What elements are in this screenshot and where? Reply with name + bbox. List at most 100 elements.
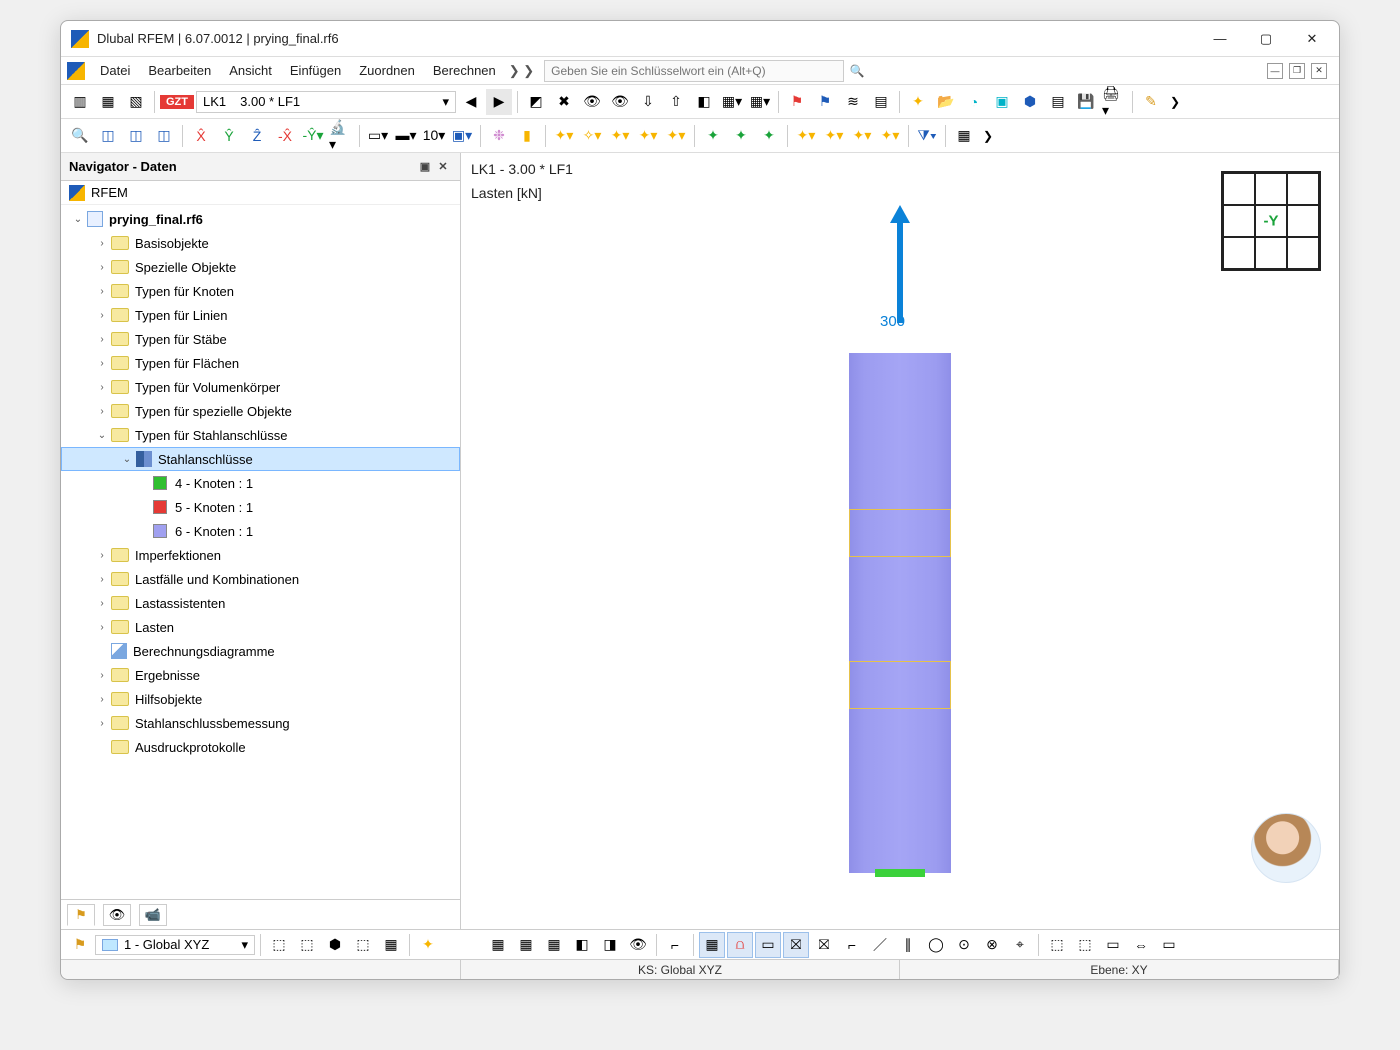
navigator-tab-data[interactable]: ⚑ [67, 904, 95, 926]
bt-snap-rect-icon[interactable]: ▭ [755, 932, 781, 958]
tb1-btn-f[interactable]: ⇧ [663, 89, 689, 115]
mdi-close-icon[interactable]: ✕ [1311, 63, 1327, 79]
tb1-print-icon[interactable]: 🖨▾ [1101, 89, 1127, 115]
tb1-btn-2[interactable]: ▦ [95, 89, 121, 115]
bt-snap-k[interactable]: ▭ [1100, 932, 1126, 958]
search-input[interactable] [544, 60, 844, 82]
tb1-btn-k[interactable]: ⚑ [812, 89, 838, 115]
tb2-star-1-icon[interactable]: ✦▾ [551, 123, 577, 149]
tree-group[interactable]: ›Typen für Linien [61, 303, 460, 327]
tb2-cube-icon-3[interactable]: ◫ [151, 123, 177, 149]
navigator-tab-display[interactable]: 👁 [103, 904, 131, 926]
menu-berechnen[interactable]: Berechnen [424, 61, 505, 80]
bt-btn-2[interactable]: ⬚ [294, 932, 320, 958]
menu-datei[interactable]: Datei [91, 61, 139, 80]
tb2-star-5-icon[interactable]: ✦▾ [663, 123, 689, 149]
tb2-star-4-icon[interactable]: ✦▾ [635, 123, 661, 149]
tb1-btn-v[interactable]: ✎ [1138, 89, 1164, 115]
tb1-btn-c[interactable]: 👁 [579, 89, 605, 115]
bt-snap-c[interactable]: ／ [867, 932, 893, 958]
navigator-root[interactable]: RFEM [61, 181, 460, 205]
tb2-star-8-icon[interactable]: ✦ [756, 123, 782, 149]
bt-snap-f[interactable]: ⊙ [951, 932, 977, 958]
bt-flag-icon[interactable]: ⚑ [67, 932, 93, 958]
tree-file-row[interactable]: ⌄ prying_final.rf6 [61, 207, 460, 231]
menu-zuordnen[interactable]: Zuordnen [350, 61, 424, 80]
tb1-btn-d[interactable]: 👁 [607, 89, 633, 115]
tb2-axis-z-icon[interactable]: Ẑ [244, 123, 270, 149]
tree-group[interactable]: ›Typen für Knoten [61, 279, 460, 303]
view-cube[interactable]: -Y [1221, 171, 1321, 271]
tb1-btn-1[interactable]: ▥ [67, 89, 93, 115]
tb1-btn-h[interactable]: ▦▾ [719, 89, 745, 115]
menu-overflow[interactable]: ❯ ❯ [505, 63, 538, 79]
tree-connection-item[interactable]: 5 - Knoten : 1 [61, 495, 460, 519]
tb1-btn-p[interactable]: ◔ [961, 89, 987, 115]
bt-btn-13[interactable]: ⌐ [662, 932, 688, 958]
tb1-btn-n[interactable]: ✦ [905, 89, 931, 115]
tree-item-diagrams[interactable]: › Berechnungsdiagramme [61, 639, 460, 663]
tb1-btn-l[interactable]: ≋ [840, 89, 866, 115]
tb1-btn-e[interactable]: ⇩ [635, 89, 661, 115]
bt-btn-5[interactable]: ▦ [378, 932, 404, 958]
tree-group[interactable]: ›Typen für Volumenkörper [61, 375, 460, 399]
close-button[interactable]: ✕ [1289, 23, 1335, 55]
tree-connection-item[interactable]: 6 - Knoten : 1 [61, 519, 460, 543]
tb1-btn-i[interactable]: ▦▾ [747, 89, 773, 115]
tb2-btn-b[interactable]: ▬▾ [393, 123, 419, 149]
bt-snap-e[interactable]: ◯ [923, 932, 949, 958]
tree-group[interactable]: ›Typen für spezielle Objekte [61, 399, 460, 423]
tb2-star-6-icon[interactable]: ✦ [700, 123, 726, 149]
tb2-btn-a[interactable]: ▭▾ [365, 123, 391, 149]
bt-snap-i[interactable]: ⬚ [1044, 932, 1070, 958]
tree-group[interactable]: ›Stahlanschlussbemessung [61, 711, 460, 735]
tb1-btn-b[interactable]: ✖ [551, 89, 577, 115]
bt-snap-h[interactable]: ⌖ [1007, 932, 1033, 958]
bt-snap-j[interactable]: ⬚ [1072, 932, 1098, 958]
tree-connection-item[interactable]: 4 - Knoten : 1 [61, 471, 460, 495]
loadcase-prev-button[interactable]: ◀ [458, 89, 484, 115]
bt-btn-10[interactable]: ◧ [569, 932, 595, 958]
tree-group[interactable]: ›Lastassistenten [61, 591, 460, 615]
tb2-microscope-icon[interactable]: 🔬▾ [328, 123, 354, 149]
tree-group[interactable]: ›Basisobjekte [61, 231, 460, 255]
navigator-dock-button[interactable]: ▣ [416, 158, 434, 176]
tree-group[interactable]: ›Ausdruckprotokolle [61, 735, 460, 759]
loadcase-next-button[interactable]: ▶ [486, 89, 512, 115]
tb2-cube-icon-1[interactable]: ◫ [95, 123, 121, 149]
menu-einfuegen[interactable]: Einfügen [281, 61, 350, 80]
tb2-zoom-icon[interactable]: 🔍 [67, 123, 93, 149]
tb1-btn-j[interactable]: ⚑ [784, 89, 810, 115]
tb1-btn-g[interactable]: ◧ [691, 89, 717, 115]
menu-bearbeiten[interactable]: Bearbeiten [139, 61, 220, 80]
tree-group[interactable]: ›Spezielle Objekte [61, 255, 460, 279]
search-icon[interactable]: 🔍 [844, 58, 870, 84]
tb1-btn-s[interactable]: ▤ [1045, 89, 1071, 115]
tb1-open-icon[interactable]: 📂 [933, 89, 959, 115]
tb1-btn-q[interactable]: ▣ [989, 89, 1015, 115]
tb2-star-12-icon[interactable]: ✦▾ [877, 123, 903, 149]
tb1-btn-r[interactable]: ⬢ [1017, 89, 1043, 115]
tb2-btn-e[interactable]: ❉ [486, 123, 512, 149]
tb2-btn-c[interactable]: 10▾ [421, 123, 447, 149]
tb2-axis-x-icon[interactable]: X̂ [188, 123, 214, 149]
tree-group[interactable]: ›Ergebnisse [61, 663, 460, 687]
tb2-star-3-icon[interactable]: ✦▾ [607, 123, 633, 149]
viewport[interactable]: LK1 - 3.00 * LF1 Lasten [kN] 300 -Y [461, 153, 1339, 929]
bt-snap-d[interactable]: ∥ [895, 932, 921, 958]
tb2-star-11-icon[interactable]: ✦▾ [849, 123, 875, 149]
tree-group-steel[interactable]: ⌄ Typen für Stahlanschlüsse [61, 423, 460, 447]
tree-group[interactable]: ›Typen für Stäbe [61, 327, 460, 351]
bt-btn-4[interactable]: ⬚ [350, 932, 376, 958]
bt-btn-11[interactable]: ◨ [597, 932, 623, 958]
tb2-star-7-icon[interactable]: ✦ [728, 123, 754, 149]
mdi-restore-icon[interactable]: ❐ [1289, 63, 1305, 79]
tb2-axis-nx-icon[interactable]: -X̂ [272, 123, 298, 149]
tb1-btn-a[interactable]: ◩ [523, 89, 549, 115]
tb2-filter-icon[interactable]: ⧩▾ [914, 123, 940, 149]
tb2-overflow[interactable]: ❯ [979, 129, 993, 143]
bt-snap-g[interactable]: ⊗ [979, 932, 1005, 958]
bt-btn-12[interactable]: 👁 [625, 932, 651, 958]
navigator-close-button[interactable]: ✕ [434, 158, 452, 176]
tree-group[interactable]: ›Imperfektionen [61, 543, 460, 567]
